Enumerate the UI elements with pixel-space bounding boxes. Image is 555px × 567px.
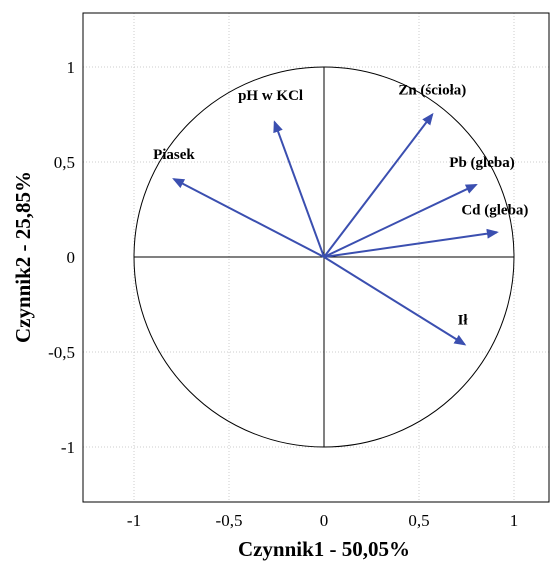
y-axis-title: Czynnik2 - 25,85% xyxy=(11,171,35,343)
plot-frame xyxy=(82,12,550,503)
y-tick-label: 1 xyxy=(67,58,76,77)
vector-piasek-arrow xyxy=(172,178,325,258)
tick-labels: -1 -0,5 0 0,5 1 1 0,5 0 -0,5 -1 xyxy=(48,58,518,530)
x-tick-label: -1 xyxy=(127,511,141,530)
vector-piasek-label: Piasek xyxy=(153,147,195,163)
y-tick-label: 0 xyxy=(67,248,76,267)
vector-zn-cio-label: Zn (ściołа) xyxy=(398,83,466,99)
gridlines xyxy=(83,13,549,502)
vector-ph-w-kcl-label: pH w KCl xyxy=(238,88,303,104)
vector-ph-w-kcl-arrow xyxy=(273,120,325,258)
unit-circle xyxy=(133,66,515,448)
x-tick-label: 0,5 xyxy=(408,511,429,530)
vector-i-label: Ił xyxy=(458,312,469,328)
unit-circle-layer xyxy=(133,66,515,448)
x-tick-label: 1 xyxy=(510,511,519,530)
x-tick-label: -0,5 xyxy=(216,511,243,530)
y-tick-label: -0,5 xyxy=(48,343,75,362)
vector-cd-gleba-arrow xyxy=(323,228,499,258)
vector-labels: pH w KCl Zn (ściołа) Piasek Pb (gleba) Cd (g… xyxy=(153,83,528,329)
x-tick-label: 0 xyxy=(320,511,329,530)
loading-vectors xyxy=(172,112,499,346)
vector-cd-gleba-label: Cd (gleba) xyxy=(461,202,528,218)
y-tick-label: 0,5 xyxy=(54,153,75,172)
vector-zn-cio-arrow xyxy=(323,112,434,258)
x-axis-title: Czynnik1 - 50,05% xyxy=(238,537,410,561)
vector-i-arrow xyxy=(323,256,467,346)
vector-pb-gleba-label: Pb (gleba) xyxy=(449,155,514,171)
y-tick-label: -1 xyxy=(61,438,75,457)
vector-pb-gleba-arrow xyxy=(323,183,478,258)
